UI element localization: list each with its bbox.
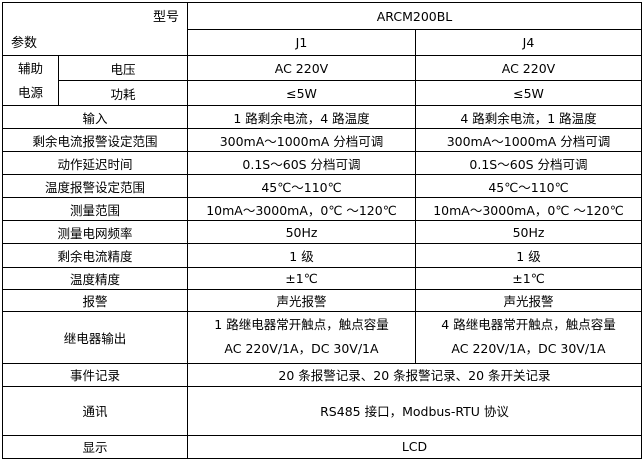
- relay-output-j1-line1: 1 路继电器常开触点，触点容量: [214, 317, 389, 333]
- temp-alarm-range-j1: 45℃～110℃: [187, 174, 416, 199]
- row-label-residual-current-alarm-range: 剩余电流报警设定范围: [2, 128, 188, 153]
- aux-power-group-label: 辅助 电源: [2, 55, 59, 107]
- aux-power-line1: 辅助: [17, 60, 43, 76]
- residual-current-accuracy-j4: 1 级: [415, 243, 642, 268]
- column-header-j1: J1: [187, 29, 416, 57]
- row-label-event-record: 事件记录: [2, 362, 188, 387]
- row-label-input: 输入: [2, 105, 188, 130]
- communication-value: RS485 接口，Modbus-RTU 协议: [187, 385, 642, 436]
- temp-accuracy-j1: ±1℃: [187, 266, 416, 290]
- power-j4: ≤5W: [415, 80, 642, 107]
- alarm-j4: 声光报警: [415, 288, 642, 312]
- voltage-j4: AC 220V: [415, 55, 642, 82]
- relay-output-j4-line1: 4 路继电器常开触点，触点容量: [441, 317, 616, 333]
- model-header: ARCM200BL: [187, 1, 642, 31]
- row-label-grid-frequency: 测量电网频率: [2, 220, 188, 245]
- table-row: 显示 LCD: [2, 434, 642, 460]
- table-row: 剩余电流精度 1 级 1 级: [2, 243, 642, 268]
- column-header-j4: J4: [415, 29, 642, 57]
- table-row: 测量电网频率 50Hz 50Hz: [2, 220, 642, 245]
- input-j4: 4 路剩余电流，1 路温度: [415, 105, 642, 130]
- measure-range-j4: 10mA～3000mA，0℃ ～120℃: [415, 197, 642, 222]
- row-label-voltage: 电压: [58, 55, 188, 82]
- table-row: 动作延迟时间 0.1S～60S 分档可调 0.1S～60S 分档可调: [2, 151, 642, 176]
- corner-model-label: 型号: [152, 10, 179, 25]
- corner-param-label: 参数: [11, 36, 38, 52]
- row-label-temp-alarm-range: 温度报警设定范围: [2, 174, 188, 199]
- relay-output-j4: 4 路继电器常开触点，触点容量 AC 220V/1A，DC 30V/1A: [415, 310, 642, 364]
- table-row: 输入 1 路剩余电流，4 路温度 4 路剩余电流，1 路温度: [2, 105, 642, 130]
- input-j1: 1 路剩余电流，4 路温度: [187, 105, 416, 130]
- table-row: 温度报警设定范围 45℃～110℃ 45℃～110℃: [2, 174, 642, 199]
- table-row: 温度精度 ±1℃ ±1℃: [2, 266, 642, 290]
- table-row: 报警 声光报警 声光报警: [2, 288, 642, 312]
- residual-current-alarm-range-j1: 300mA～1000mA 分档可调: [187, 128, 416, 153]
- relay-output-j4-line2: AC 220V/1A，DC 30V/1A: [451, 341, 606, 357]
- corner-header-cell: 型号 参数: [2, 1, 188, 57]
- display-value: LCD: [187, 434, 642, 460]
- row-label-display: 显示: [2, 434, 188, 460]
- relay-output-j1: 1 路继电器常开触点，触点容量 AC 220V/1A，DC 30V/1A: [187, 310, 416, 364]
- row-label-measure-range: 测量范围: [2, 197, 188, 222]
- table-row: 测量范围 10mA～3000mA，0℃ ～120℃ 10mA～3000mA，0℃…: [2, 197, 642, 222]
- temp-accuracy-j4: ±1℃: [415, 266, 642, 290]
- residual-current-alarm-range-j4: 300mA～1000mA 分档可调: [415, 128, 642, 153]
- table-row: 事件记录 20 条报警记录、20 条报警记录、20 条开关记录: [2, 362, 642, 387]
- voltage-j1: AC 220V: [187, 55, 416, 82]
- aux-power-line2: 电源: [17, 84, 43, 100]
- action-delay-time-j4: 0.1S～60S 分档可调: [415, 151, 642, 176]
- grid-frequency-j4: 50Hz: [415, 220, 642, 245]
- action-delay-time-j1: 0.1S～60S 分档可调: [187, 151, 416, 176]
- row-label-temp-accuracy: 温度精度: [2, 266, 188, 290]
- row-label-action-delay-time: 动作延迟时间: [2, 151, 188, 176]
- measure-range-j1: 10mA～3000mA，0℃ ～120℃: [187, 197, 416, 222]
- row-label-residual-current-accuracy: 剩余电流精度: [2, 243, 188, 268]
- table-row: 继电器输出 1 路继电器常开触点，触点容量 AC 220V/1A，DC 30V/…: [2, 310, 642, 364]
- alarm-j1: 声光报警: [187, 288, 416, 312]
- row-label-relay-output: 继电器输出: [2, 310, 188, 364]
- row-label-power: 功耗: [58, 80, 188, 107]
- residual-current-accuracy-j1: 1 级: [187, 243, 416, 268]
- temp-alarm-range-j4: 45℃～110℃: [415, 174, 642, 199]
- row-label-communication: 通讯: [2, 385, 188, 436]
- event-record-value: 20 条报警记录、20 条报警记录、20 条开关记录: [187, 362, 642, 387]
- table-row: 通讯 RS485 接口，Modbus-RTU 协议: [2, 385, 642, 436]
- power-j1: ≤5W: [187, 80, 416, 107]
- relay-output-j1-line2: AC 220V/1A，DC 30V/1A: [224, 341, 379, 357]
- grid-frequency-j1: 50Hz: [187, 220, 416, 245]
- row-label-alarm: 报警: [2, 288, 188, 312]
- table-row: 剩余电流报警设定范围 300mA～1000mA 分档可调 300mA～1000m…: [2, 128, 642, 153]
